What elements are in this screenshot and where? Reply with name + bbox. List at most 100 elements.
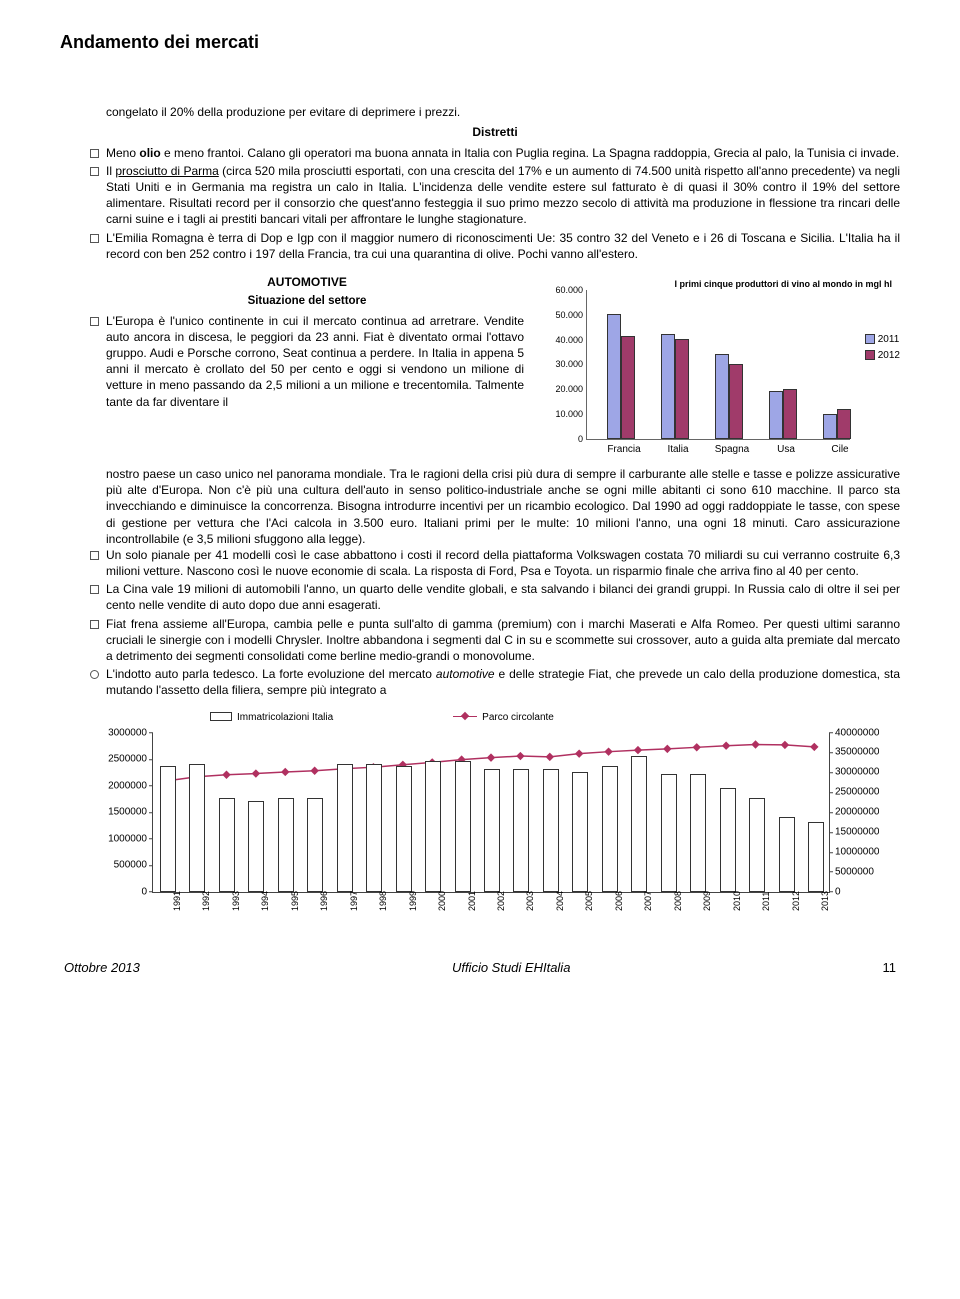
line-marker xyxy=(281,767,289,775)
combo-bar xyxy=(248,801,264,892)
y-tick-left: 2500000 xyxy=(93,752,147,766)
combo-chart: Immatricolazioni Italia Parco circolante… xyxy=(90,709,900,929)
bar-chart-title: I primi cinque produttori di vino al mon… xyxy=(675,278,893,290)
list-item: Meno olio e meno frantoi. Calano gli ope… xyxy=(90,145,900,161)
y-tick-right: 15000000 xyxy=(835,825,899,839)
wine-bar-chart: I primi cinque produttori di vino al mon… xyxy=(540,268,900,466)
x-label: 2010 xyxy=(731,881,743,911)
line-marker xyxy=(634,745,642,753)
line-marker xyxy=(516,751,524,759)
footer-left: Ottobre 2013 xyxy=(64,959,140,977)
x-category: Francia xyxy=(594,443,654,457)
x-category: Cile xyxy=(810,443,870,457)
x-label: 2013 xyxy=(819,881,831,911)
automotive-heading: AUTOMOTIVE xyxy=(90,274,524,290)
x-category: Usa xyxy=(756,443,816,457)
combo-bar xyxy=(513,769,529,892)
legend-item: 2012 xyxy=(865,348,900,364)
y-tick: 0 xyxy=(545,433,583,445)
combo-bar xyxy=(484,769,500,892)
x-label: 2002 xyxy=(495,881,507,911)
combo-bar xyxy=(690,774,706,891)
combo-bar xyxy=(366,764,382,892)
content-body: congelato il 20% della produzione per ev… xyxy=(90,104,900,928)
list-item: Il prosciutto di Parma (circa 520 mila p… xyxy=(90,163,900,228)
y-tick-right: 35000000 xyxy=(835,746,899,760)
x-label: 2008 xyxy=(672,881,684,911)
y-tick-left: 2000000 xyxy=(93,779,147,793)
x-label: 2007 xyxy=(642,881,654,911)
line-marker xyxy=(252,769,260,777)
y-tick-left: 500000 xyxy=(93,858,147,872)
combo-bar xyxy=(543,769,559,892)
bar xyxy=(715,354,729,439)
x-label: 2001 xyxy=(466,881,478,911)
x-label: 2004 xyxy=(554,881,566,911)
after-list: Un solo pianale per 41 modelli così le c… xyxy=(90,547,900,699)
x-category: Italia xyxy=(648,443,708,457)
x-label: 1992 xyxy=(200,881,212,911)
y-tick-right: 25000000 xyxy=(835,785,899,799)
line-marker xyxy=(693,743,701,751)
combo-plot: 0500000100000015000002000000250000030000… xyxy=(152,733,830,893)
legend-item: 2011 xyxy=(865,332,900,348)
list-item: L'Europa è l'unico continente in cui il … xyxy=(90,313,524,410)
combo-bar xyxy=(720,788,736,892)
x-label: 2000 xyxy=(436,881,448,911)
y-tick-right: 0 xyxy=(835,885,899,899)
bar xyxy=(661,334,675,439)
combo-legend: Immatricolazioni Italia Parco circolante xyxy=(210,711,830,725)
list-item: L'indotto auto parla tedesco. La forte e… xyxy=(90,666,900,698)
bar xyxy=(675,339,689,439)
list-item: L'Emilia Romagna è terra di Dop e Igp co… xyxy=(90,230,900,262)
page-footer: Ottobre 2013 Ufficio Studi EHItalia 11 xyxy=(60,959,900,977)
list-item: Fiat frena assieme all'Europa, cambia pe… xyxy=(90,616,900,665)
distretti-list: Meno olio e meno frantoi. Calano gli ope… xyxy=(90,145,900,262)
y-tick: 40.000 xyxy=(545,334,583,346)
line-marker xyxy=(781,740,789,748)
bar xyxy=(823,414,837,439)
line-marker xyxy=(310,766,318,774)
x-label: 1996 xyxy=(318,881,330,911)
line-marker xyxy=(575,749,583,757)
y-tick: 20.000 xyxy=(545,383,583,395)
y-tick-left: 3000000 xyxy=(93,726,147,740)
x-label: 1998 xyxy=(377,881,389,911)
combo-bar xyxy=(572,772,588,892)
combo-bar xyxy=(278,798,294,891)
bar-chart-plot: 010.00020.00030.00040.00050.00060.000Fra… xyxy=(586,290,850,440)
x-category: Spagna xyxy=(702,443,762,457)
bar xyxy=(837,409,851,439)
continuation-para: nostro paese un caso unico nel panorama … xyxy=(106,466,900,547)
x-label: 2005 xyxy=(583,881,595,911)
x-label: 2003 xyxy=(524,881,536,911)
y-tick-left: 1500000 xyxy=(93,805,147,819)
x-label: 2009 xyxy=(701,881,713,911)
legend-line-label: Parco circolante xyxy=(482,712,554,723)
combo-bar xyxy=(307,798,323,891)
x-label: 2011 xyxy=(760,881,772,911)
line-marker xyxy=(222,770,230,778)
combo-bar xyxy=(749,798,765,891)
y-tick: 60.000 xyxy=(545,284,583,296)
y-tick-right: 20000000 xyxy=(835,805,899,819)
combo-bar xyxy=(631,756,647,892)
y-tick-right: 10000000 xyxy=(835,845,899,859)
footer-center: Ufficio Studi EHItalia xyxy=(452,959,571,977)
situazione-heading: Situazione del settore xyxy=(90,294,524,310)
x-label: 1999 xyxy=(407,881,419,911)
y-tick-right: 40000000 xyxy=(835,726,899,740)
footer-right: 11 xyxy=(882,959,896,977)
automotive-list: L'Europa è l'unico continente in cui il … xyxy=(90,313,524,410)
x-label: 1993 xyxy=(230,881,242,911)
combo-bar xyxy=(455,761,471,892)
bar xyxy=(729,364,743,439)
bar xyxy=(783,389,797,439)
y-tick: 10.000 xyxy=(545,408,583,420)
list-item: Un solo pianale per 41 modelli così le c… xyxy=(90,547,900,579)
x-label: 2012 xyxy=(790,881,802,911)
x-label: 1995 xyxy=(289,881,301,911)
y-tick: 50.000 xyxy=(545,309,583,321)
bar xyxy=(769,391,783,439)
combo-bar xyxy=(219,798,235,891)
